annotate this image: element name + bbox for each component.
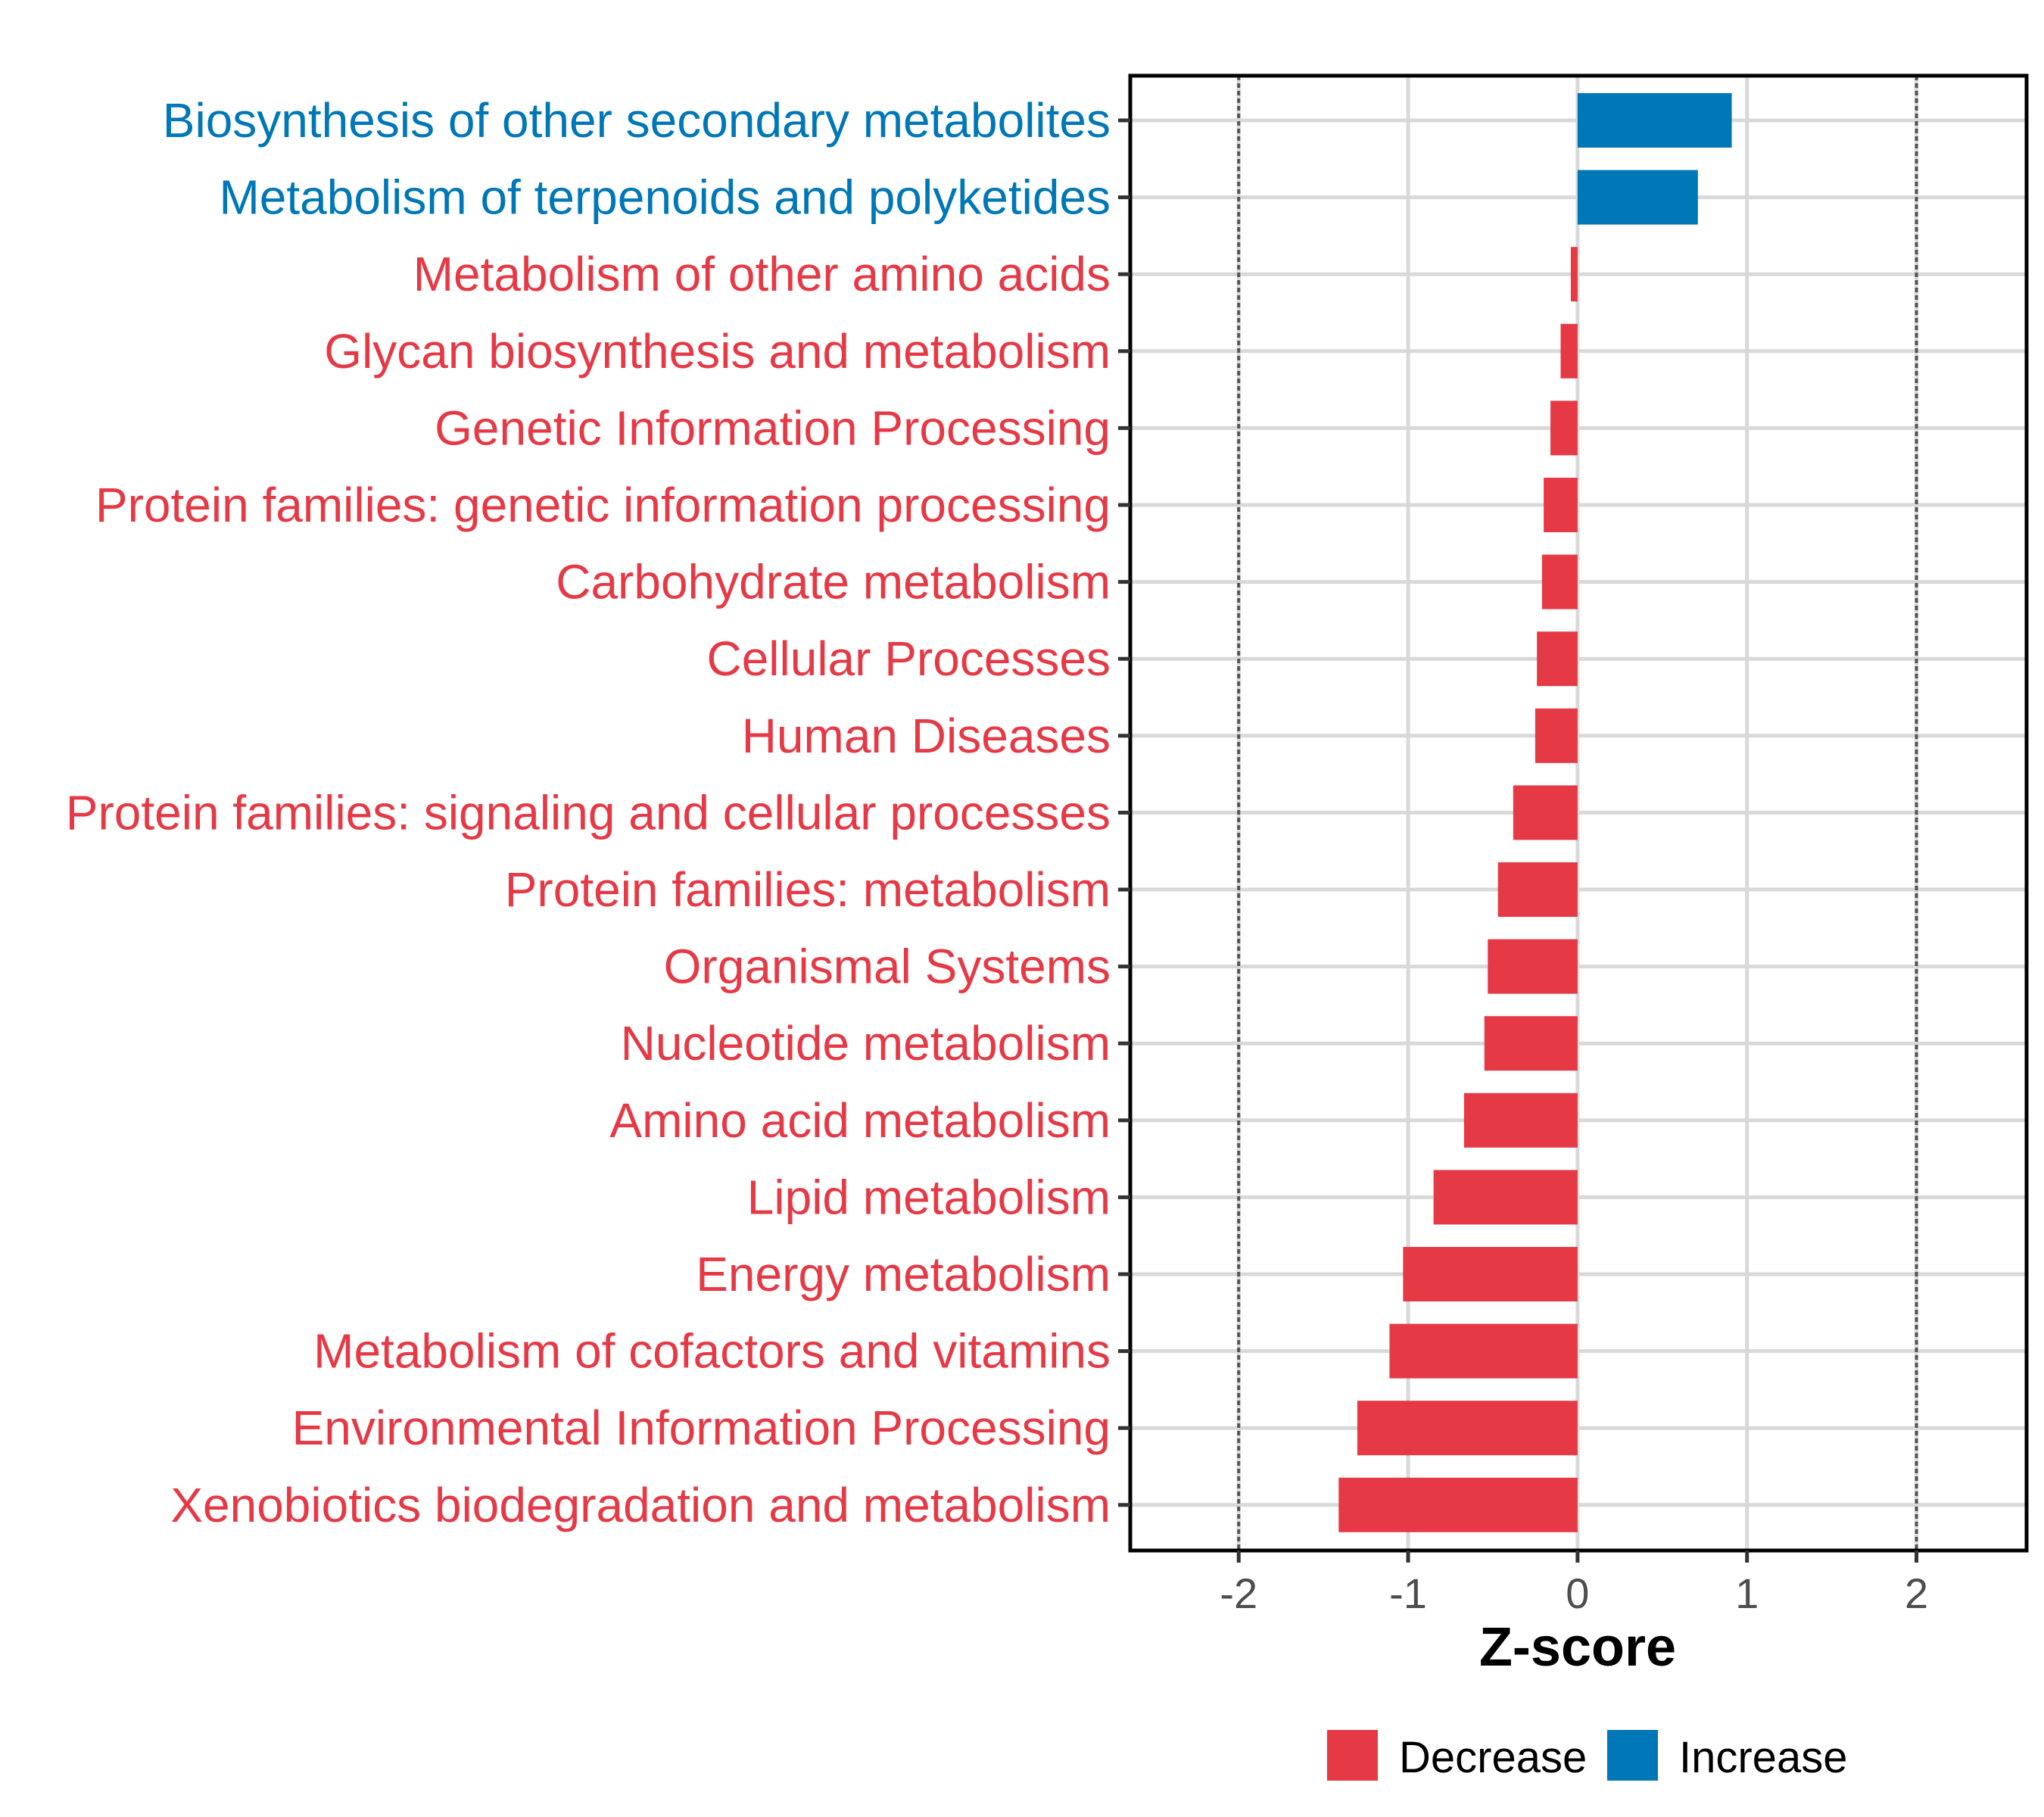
legend-item-decrease: Decrease [1327,1730,1587,1782]
x-tick-label: 2 [1905,1569,1928,1617]
legend: Decrease Increase [1327,1730,1847,1782]
bar [1463,1092,1578,1148]
bar [1550,400,1578,456]
x-axis-ticks [1236,1551,1919,1563]
bar [1357,1401,1578,1456]
x-tick-label: 1 [1735,1569,1759,1617]
bar [1403,1247,1578,1301]
category-label: Nucleotide metabolism [621,1016,1111,1071]
bar [1433,1170,1578,1225]
x-axis-title: Z-score [1479,1617,1676,1678]
bar [1497,862,1578,917]
bar [1488,939,1578,994]
bar [1577,170,1698,225]
bar [1535,708,1578,763]
category-label: Cellular Processes [706,631,1111,686]
bar [1544,478,1578,532]
bar [1570,247,1578,302]
bar [1577,93,1732,148]
category-label: Biosynthesis of other secondary metaboli… [163,93,1111,148]
bar [1560,323,1578,379]
x-axis-tick-labels: -2 -1 0 1 2 [1220,1569,1928,1617]
category-label: Glycan biosynthesis and metabolism [324,324,1111,379]
legend-item-increase: Increase [1607,1730,1847,1782]
legend-label: Increase [1679,1733,1847,1782]
x-tick-label: -2 [1220,1569,1257,1617]
category-label: Metabolism of other amino acids [413,247,1111,301]
x-tick-label: 0 [1566,1569,1589,1617]
x-tick-label: -1 [1389,1569,1427,1617]
legend-swatch [1327,1730,1378,1781]
bar [1513,785,1578,840]
category-label: Lipid metabolism [747,1170,1111,1224]
category-label: Environmental Information Processing [292,1401,1111,1455]
category-label: Protein families: genetic information pr… [95,478,1111,532]
category-label: Xenobiotics biodegradation and metabolis… [170,1478,1111,1532]
category-label: Metabolism of cofactors and vitamins [313,1324,1111,1379]
category-label: Protein families: metabolism [505,862,1111,917]
category-label: Metabolism of terpenoids and polyketides [219,170,1111,225]
bar [1338,1477,1578,1532]
category-label: Amino acid metabolism [609,1093,1111,1148]
bar [1389,1323,1578,1379]
bar [1541,554,1578,609]
category-label: Energy metabolism [696,1247,1111,1301]
y-axis-ticks [1118,118,1130,1507]
legend-label: Decrease [1399,1733,1587,1782]
category-label: Carbohydrate metabolism [556,555,1111,609]
bar [1537,631,1578,687]
y-axis-labels: Biosynthesis of other secondary metaboli… [66,93,1111,1532]
category-label: Organismal Systems [664,940,1111,994]
bars [1338,93,1732,1532]
bar [1484,1016,1578,1071]
reference-lines [1237,76,1918,1551]
category-label: Human Diseases [742,709,1111,763]
category-label: Genetic Information Processing [435,400,1111,455]
category-label: Protein families: signaling and cellular… [66,785,1111,840]
legend-swatch [1607,1730,1658,1781]
